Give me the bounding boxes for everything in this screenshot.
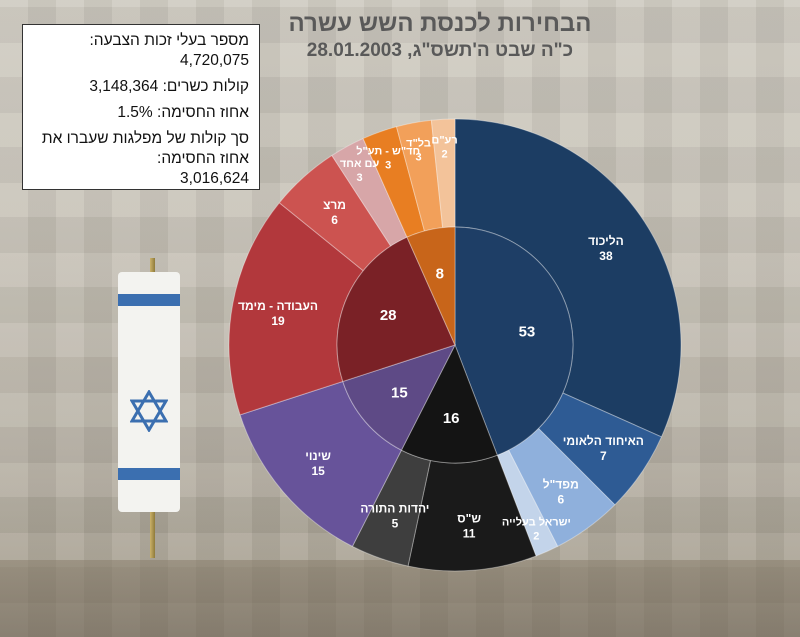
outer-slice-value-9: 3 [357,172,363,184]
stat-value: 4,720,075 [180,52,249,69]
outer-slice-name-6: שינוי [305,449,331,463]
stat-votes-passing: סך קולות של מפלגות שעברו את אחוז החסימה:… [33,129,249,189]
chart-subtitle: כ"ה שבט ה'תשס"ג, 28.01.2003 [306,40,574,61]
outer-slice-value-2: 6 [557,493,564,507]
outer-slice-name-9: עם אחד [340,158,380,170]
inner-slice-4 [406,226,456,346]
plenum-floor [0,560,800,637]
stat-valid-votes: קולות כשרים: 3,148,364 [33,77,249,97]
outer-slice-value-8: 6 [331,213,338,227]
outer-slice-value-11: 3 [415,151,421,163]
inner-slice-label-1: 16 [443,410,460,427]
stat-value: 3,016,624 [180,170,249,187]
outer-slice-value-10: 3 [385,159,391,171]
inner-slice-label-0: 53 [519,324,536,341]
outer-slice-value-1: 7 [600,449,607,463]
outer-slice-name-0: הליכוד [588,234,624,248]
outer-slice-value-7: 19 [271,314,285,328]
chart-title: הבחירות לכנסת השש עשרה [288,10,592,37]
outer-slice-name-1: האיחוד הלאומי [563,434,644,448]
outer-slice-value-12: 2 [441,148,447,160]
stat-label: סך קולות של מפלגות שעברו את אחוז החסימה: [41,130,249,167]
stat-threshold: אחוז החסימה: 1.5% [33,103,249,123]
stat-label: אחוז החסימה: [157,104,249,121]
inner-slice-label-4: 8 [436,265,444,282]
inner-slice-label-3: 28 [380,307,397,324]
outer-slice-value-5: 5 [392,517,399,531]
outer-slice-name-3: ישראל בעלייה [502,516,571,529]
outer-slice-name-12: רע"ם [431,134,457,146]
inner-slice-3 [336,236,456,383]
outer-slice-value-6: 15 [311,464,325,478]
stat-label: קולות כשרים: [162,78,249,95]
stat-label: מספר בעלי זכות הצבעה: [89,32,250,49]
israel-flag-icon [118,272,180,512]
outer-slice-name-8: מרצ [323,198,346,212]
inner-slice-0 [454,226,574,456]
inner-slice-2 [342,344,456,451]
inner-slice-1 [400,343,498,464]
election-stats-box: מספר בעלי זכות הצבעה: 4,720,075 קולות כש… [22,24,260,190]
stat-eligible-voters: מספר בעלי זכות הצבעה: 4,720,075 [33,31,250,71]
outer-slice-value-0: 38 [599,249,613,263]
outer-slice-name-4: ש"ס [457,511,481,525]
outer-slice-name-10: חד"ש - תע"ל [356,144,420,157]
outer-slice-name-2: מפד"ל [543,478,579,492]
stat-value: 3,148,364 [89,78,159,95]
inner-slice-label-2: 15 [391,385,408,402]
outer-slice-value-4: 11 [463,526,476,540]
outer-slice-value-3: 2 [533,531,539,543]
outer-slice-name-7: העבודה - מימד [238,299,318,313]
stat-label-value: קולות כשרים: 3,148,364 [33,77,249,97]
outer-slice-name-5: יהדות התורה [360,502,429,516]
stat-value: 1.5% [117,104,153,121]
stat-label-value: אחוז החסימה: 1.5% [33,103,249,123]
outer-slice-name-11: בל"ד [406,136,431,149]
